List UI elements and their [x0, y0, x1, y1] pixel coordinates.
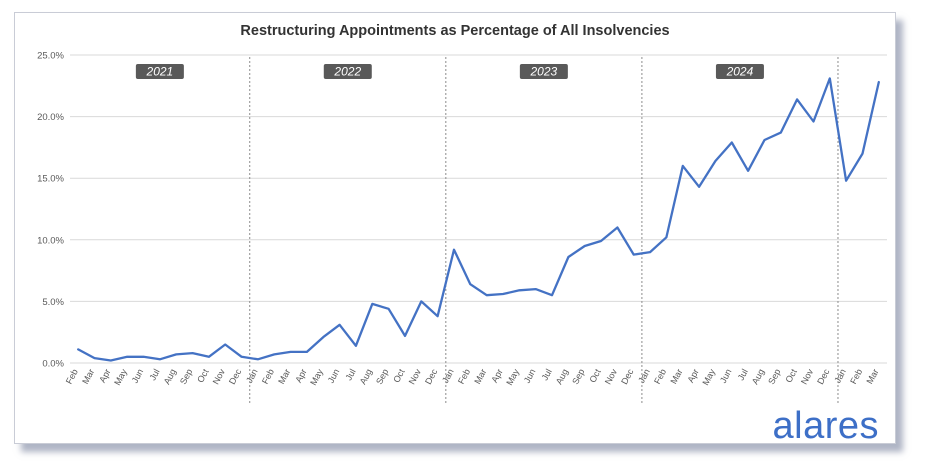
x-tick-label: Jul: [343, 367, 357, 382]
x-tick-label: Nov: [407, 367, 424, 386]
chart-title: Restructuring Appointments as Percentage…: [240, 23, 670, 39]
alares-logo: alares: [772, 405, 879, 447]
x-tick-label: Nov: [799, 367, 816, 386]
x-tick-label: Sep: [178, 367, 194, 386]
line-chart: 0.0% 5.0% 10.0% 15.0% 20.0% 25.0% 2021 2022 2023…: [37, 51, 887, 403]
x-tick-label: Mar: [276, 367, 292, 385]
x-tick-label: Dec: [815, 367, 832, 386]
x-tick-label: Apr: [489, 367, 504, 384]
x-tick-label: Oct: [391, 367, 407, 384]
x-tick-label: Jun: [326, 367, 342, 385]
y-tick-label: 25.0%: [37, 51, 64, 62]
y-tick-label: 10.0%: [37, 235, 64, 246]
x-tick-label: Jun: [718, 367, 734, 385]
x-tick-label: Oct: [783, 367, 799, 384]
x-tick-label: Aug: [750, 367, 766, 386]
x-tick-label: Sep: [570, 367, 586, 386]
y-tick-label: 0.0%: [42, 359, 64, 370]
x-tick-label: Feb: [652, 367, 668, 385]
x-tick-label: Dec: [227, 367, 244, 386]
x-tick-label: Oct: [195, 367, 211, 384]
x-tick-label: Apr: [685, 367, 700, 384]
x-tick-label: Aug: [358, 367, 374, 386]
x-tick-label: Jan: [440, 367, 456, 385]
y-tick-label: 20.0%: [37, 112, 64, 123]
x-tick-label: Mar: [80, 367, 96, 385]
x-tick-label: Feb: [64, 367, 80, 385]
y-tick-label: 5.0%: [42, 297, 64, 308]
x-tick-label: May: [308, 367, 325, 387]
x-tick-label: May: [112, 367, 129, 387]
x-tick-label: Jul: [147, 367, 161, 382]
x-tick-label: Sep: [766, 367, 782, 386]
y-tick-label: 15.0%: [37, 174, 64, 185]
x-tick-label: Jun: [522, 367, 538, 385]
x-tick-label: Mar: [472, 367, 488, 385]
x-tick-label: Jan: [832, 367, 848, 385]
x-tick-label: Feb: [456, 367, 472, 385]
x-tick-label: Jul: [540, 367, 554, 382]
year-label: 2024: [726, 65, 754, 79]
x-tick-label: Aug: [554, 367, 570, 386]
x-tick-label: Sep: [374, 367, 390, 386]
x-tick-label: May: [504, 367, 521, 387]
x-tick-label: Feb: [848, 367, 864, 385]
x-tick-label: Mar: [864, 367, 880, 385]
x-tick-label: Feb: [260, 367, 276, 385]
x-tick-label: Apr: [97, 367, 112, 384]
series-line: [77, 77, 880, 362]
year-label: 2022: [333, 65, 361, 79]
x-tick-label: Dec: [619, 367, 636, 386]
x-tick-label: Mar: [668, 367, 684, 385]
x-tick-label: Dec: [423, 367, 440, 386]
chart-card: Restructuring Appointments as Percentage…: [14, 12, 896, 447]
x-tick-label: May: [700, 367, 717, 387]
x-tick-label: Jan: [636, 367, 652, 385]
year-label: 2021: [146, 65, 174, 79]
year-label: 2023: [530, 65, 558, 79]
x-tick-label: Nov: [603, 367, 620, 386]
x-tick-label: Aug: [162, 367, 178, 386]
x-tick-label: Apr: [293, 367, 308, 384]
x-tick-label: Jan: [244, 367, 260, 385]
x-tick-label: Jun: [130, 367, 146, 385]
year-label-badge: [715, 64, 764, 79]
x-tick-label: Jul: [736, 367, 750, 382]
year-label-badge: [135, 64, 184, 79]
x-tick-label: Oct: [587, 367, 603, 384]
x-tick-label: Nov: [211, 367, 228, 386]
year-label-badge: [519, 64, 568, 79]
year-label-badge: [323, 64, 372, 79]
